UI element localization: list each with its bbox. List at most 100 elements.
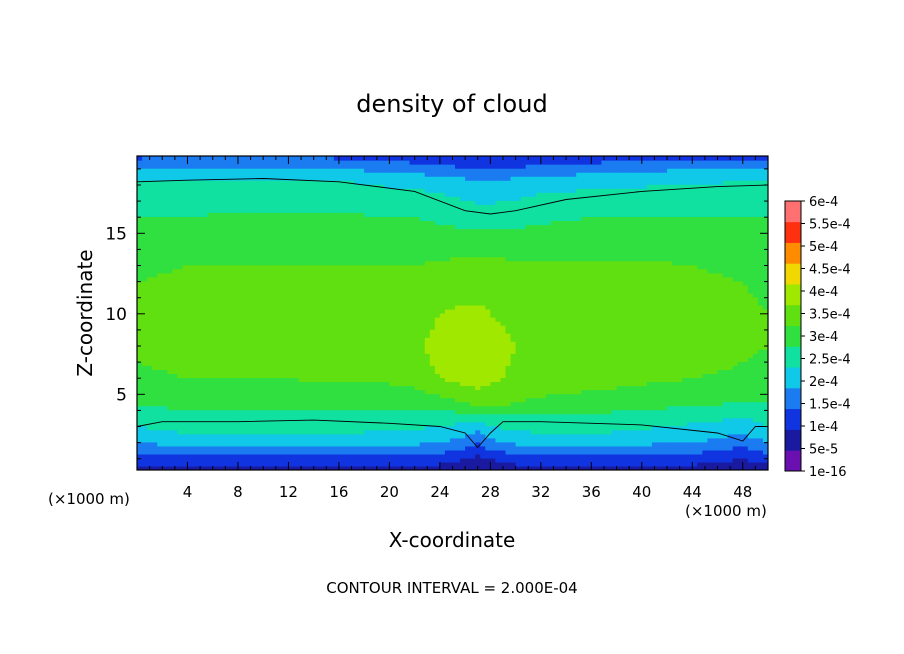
field-cell — [217, 405, 224, 411]
field-cell — [414, 461, 421, 467]
field-cell — [369, 325, 375, 330]
field-cell — [137, 308, 143, 314]
field-cell — [268, 341, 274, 346]
field-cell — [384, 313, 390, 318]
field-cell — [409, 425, 416, 431]
field-cell — [596, 353, 603, 358]
field-cell — [752, 341, 759, 346]
field-cell — [626, 453, 633, 459]
field-cell — [752, 377, 759, 383]
field-cell — [550, 437, 557, 443]
field-cell — [757, 457, 764, 463]
field-cell — [278, 308, 284, 314]
field-cell — [147, 337, 153, 342]
field-cell — [374, 405, 380, 411]
field-cell — [187, 425, 194, 431]
field-cell — [646, 437, 653, 443]
field-cell — [707, 321, 714, 326]
field-cell — [480, 449, 486, 455]
field-cell — [485, 337, 491, 342]
field-cell — [429, 437, 436, 443]
field-cell — [399, 345, 406, 350]
field-cell — [212, 369, 219, 374]
field-cell — [747, 349, 754, 354]
field-cell — [232, 357, 239, 362]
field-cell — [581, 349, 587, 354]
field-cell — [364, 409, 370, 415]
field-cell — [510, 417, 517, 423]
field-cell — [374, 329, 380, 334]
field-cell — [656, 385, 663, 391]
field-cell — [606, 333, 613, 338]
field-cell — [606, 405, 613, 411]
field-cell — [717, 349, 724, 354]
field-cell — [434, 397, 441, 403]
field-cell — [742, 308, 749, 314]
field-cell — [439, 397, 446, 403]
field-cell — [343, 405, 350, 411]
field-cell — [667, 449, 673, 455]
field-cell — [747, 361, 754, 366]
field-cell — [288, 421, 295, 427]
field-cell — [485, 429, 491, 435]
field-cell — [470, 405, 476, 411]
field-cell — [581, 405, 587, 411]
field-cell — [313, 361, 320, 366]
field-cell — [717, 441, 724, 447]
field-cell — [318, 449, 325, 455]
field-cell — [222, 405, 229, 411]
field-cell — [525, 317, 532, 322]
field-cell — [576, 461, 582, 467]
field-cell — [651, 449, 658, 455]
field-cell — [293, 449, 300, 455]
field-cell — [172, 421, 178, 427]
field-cell — [656, 329, 663, 334]
field-cell — [288, 445, 295, 451]
field-cell — [268, 429, 274, 435]
field-cell — [535, 401, 542, 407]
field-cell — [661, 337, 668, 342]
field-cell — [379, 437, 385, 443]
field-cell — [601, 461, 608, 467]
field-cell — [142, 457, 148, 463]
field-cell — [212, 321, 219, 326]
field-cell — [328, 413, 335, 419]
field-cell — [142, 441, 148, 447]
field-cell — [308, 357, 315, 362]
field-cell — [419, 413, 426, 419]
field-cell — [389, 317, 396, 322]
field-cell — [253, 317, 259, 322]
field-cell — [535, 393, 542, 399]
field-cell — [137, 313, 143, 318]
field-cell — [232, 461, 239, 467]
field-cell — [626, 449, 633, 455]
field-cell — [606, 413, 613, 419]
field-cell — [389, 445, 396, 451]
field-cell — [727, 313, 734, 318]
field-cell — [227, 409, 234, 415]
field-cell — [596, 357, 603, 362]
field-cell — [172, 341, 178, 346]
field-cell — [581, 453, 587, 459]
field-cell — [237, 381, 244, 387]
field-cell — [727, 345, 734, 350]
field-cell — [722, 417, 729, 423]
field-cell — [374, 417, 380, 423]
field-cell — [510, 405, 517, 411]
field-cell — [707, 453, 714, 459]
field-cell — [717, 465, 724, 470]
field-cell — [530, 365, 537, 370]
field-cell — [515, 409, 522, 415]
field-cell — [303, 385, 310, 391]
field-cell — [470, 393, 476, 399]
field-cell — [712, 409, 719, 415]
field-cell — [212, 373, 219, 379]
field-cell — [530, 461, 537, 467]
field-cell — [263, 308, 269, 314]
field-cell — [732, 437, 739, 443]
field-cell — [288, 461, 295, 467]
field-cell — [550, 397, 557, 403]
field-cell — [207, 409, 214, 415]
field-cell — [248, 337, 254, 342]
field-cell — [561, 453, 567, 459]
